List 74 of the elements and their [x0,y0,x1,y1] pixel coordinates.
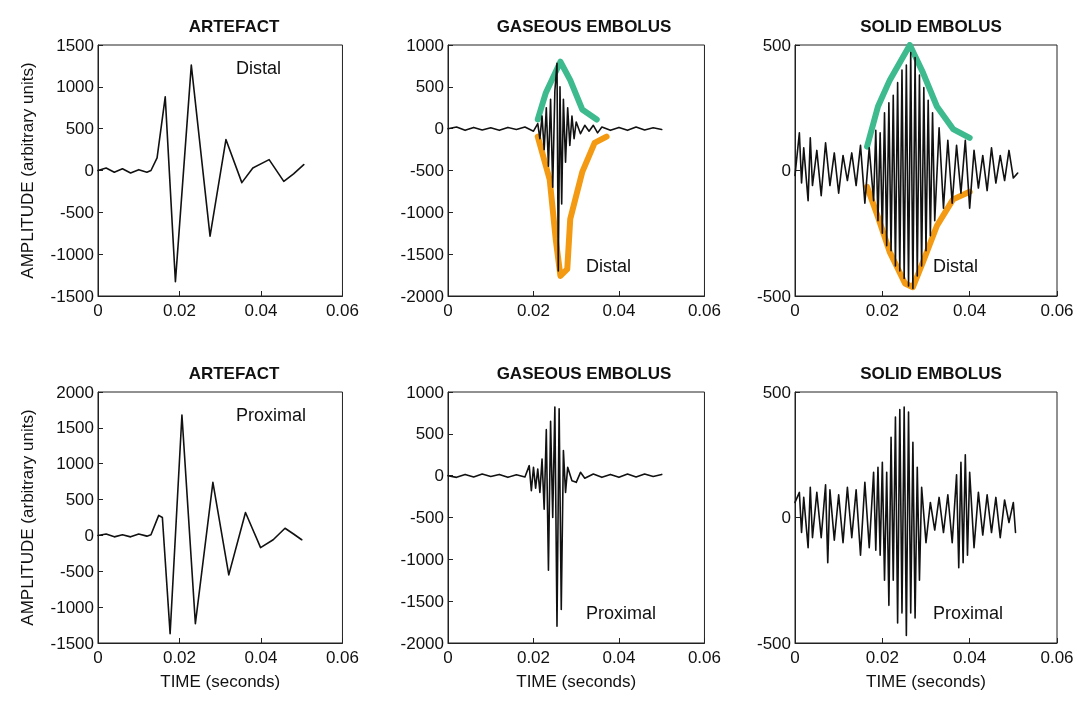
y-tick-label: 1500 [56,418,94,438]
y-tick-label: 2000 [56,382,94,402]
x-tick-label: 0.06 [687,648,721,667]
y-tick-label: -1000 [400,202,444,222]
line-series [794,406,1017,637]
y-tick-label: -1000 [50,244,94,264]
y-tick-label: 500 [65,490,94,510]
x-tick-label: 0.02 [516,648,551,667]
line-series [447,406,663,628]
y-tick-label: -2000 [400,286,444,306]
annotation: Distal [236,58,282,78]
y-tick-label: -1500 [400,591,444,611]
chart-title: SOLID EMBOLUS [860,364,1002,383]
y-tick-label: -1500 [50,633,94,653]
annotation: Proximal [586,603,657,623]
x-tick-label: 0.04 [953,301,987,320]
y-tick-label: 0 [434,119,444,139]
chart-title: SOLID EMBOLUS [860,17,1002,36]
x-tick-label: 0.04 [602,648,636,667]
x-tick-label: 0.02 [865,648,899,667]
y-tick-label: 0 [781,161,791,180]
y-tick-label: -500 [756,633,791,653]
y-tick-label: 500 [762,382,791,402]
y-tick-label: -500 [59,561,94,581]
chart-title: GASEOUS EMBOLUS [496,17,672,36]
y-tick-label: 0 [434,466,444,486]
y-tick-label: -1000 [50,597,94,617]
x-tick-label: 0.02 [162,648,197,667]
y-tick-label: 500 [415,424,444,444]
x-tick-label: 0.02 [865,301,899,320]
y-tick-label: 0 [781,508,791,527]
y-tick-label: 0 [84,161,94,180]
x-axis-title: TIME (seconds) [866,672,986,691]
line-series [794,51,1019,290]
line-series [447,62,663,272]
y-tick-label: -500 [756,286,791,306]
y-tick-label: 1000 [56,454,94,474]
x-axis-title: TIME (seconds) [160,672,281,691]
y-tick-label: -2000 [400,633,444,653]
y-tick-label: 500 [762,35,791,55]
y-axis-title: AMPLITUDE (arbitrary units) [18,62,37,279]
y-tick-label: -500 [409,508,444,527]
y-tick-label: 0 [84,525,94,545]
x-tick-label: 0.06 [325,301,359,320]
x-tick-label: 0.06 [1040,301,1074,320]
x-tick-label: 0.02 [162,301,197,320]
y-axis-title: AMPLITUDE (arbitrary units) [18,409,37,626]
y-tick-label: -1500 [50,286,94,306]
chart-title: ARTEFACT [188,364,280,383]
y-tick-label: -500 [59,202,94,222]
annotation: Distal [933,256,979,276]
y-tick-label: 1000 [406,35,444,55]
x-tick-label: 0.04 [244,648,278,667]
annotation: Proximal [933,603,1004,623]
chart-title: ARTEFACT [188,17,280,36]
y-tick-label: -1000 [400,549,444,569]
x-tick-label: 0.06 [325,648,359,667]
x-tick-label: 0.06 [1040,648,1074,667]
y-tick-label: 500 [65,119,94,139]
annotation: Proximal [236,405,307,425]
y-tick-label: 500 [415,77,444,97]
y-tick-label: -500 [409,161,444,180]
y-tick-label: 1500 [56,35,94,55]
annotation: Distal [586,256,632,276]
x-tick-label: 0.04 [602,301,636,320]
x-tick-label: 0.02 [516,301,551,320]
x-axis-title: TIME (seconds) [516,672,637,691]
y-tick-label: -1500 [400,244,444,264]
x-tick-label: 0.04 [244,301,278,320]
chart-title: GASEOUS EMBOLUS [496,364,672,383]
y-tick-label: 1000 [406,382,444,402]
y-tick-label: 1000 [56,77,94,97]
x-tick-label: 0.04 [953,648,987,667]
x-tick-label: 0.06 [687,301,721,320]
